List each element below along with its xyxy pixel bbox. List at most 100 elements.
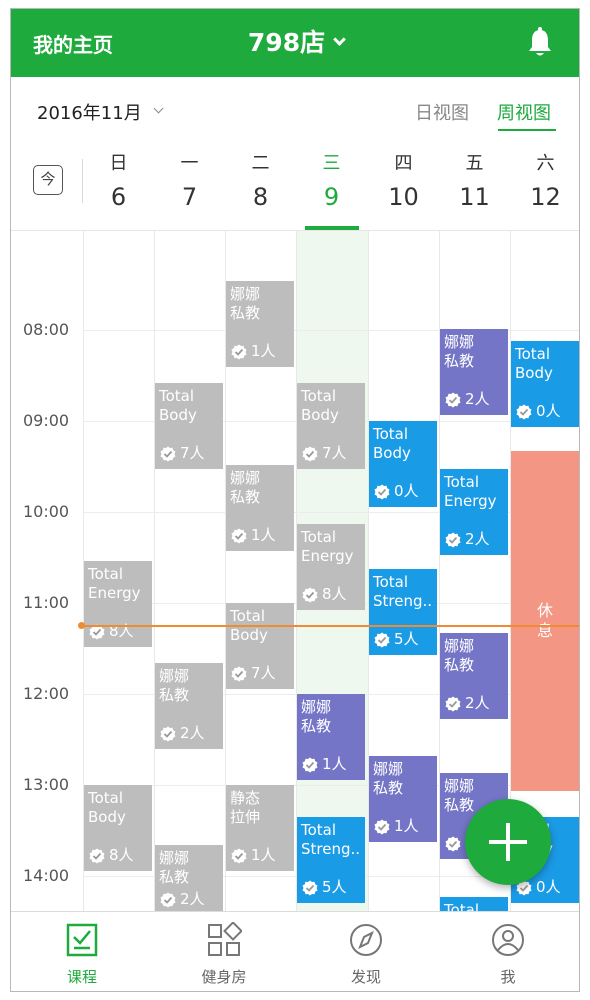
course-card[interactable]: 娜娜 私教 2人 — [155, 845, 223, 911]
verified-check-icon — [445, 532, 461, 548]
top-bar: 我的主页 798店 — [11, 9, 579, 77]
course-title: Total Body — [515, 345, 553, 382]
course-card[interactable]: Total Energy 8人 — [84, 561, 152, 647]
weekday-label: 日 — [109, 153, 128, 174]
attendee-count: 1人 — [231, 342, 276, 361]
day-number: 12 — [530, 183, 561, 211]
hour-line — [83, 785, 579, 786]
course-card[interactable]: Total Streng.. 5人 — [369, 569, 437, 655]
course-card[interactable]: 娜娜 私教 2人 — [440, 329, 508, 415]
attendee-count-text: 1人 — [251, 526, 276, 544]
course-card[interactable]: Total Body 0人 — [511, 341, 579, 427]
attendee-count-text: 0人 — [536, 878, 561, 896]
course-card[interactable]: 娜娜 私教 1人 — [369, 756, 437, 842]
weekday-label: 四 — [394, 153, 413, 174]
course-card[interactable]: 娜娜 私教 1人 — [297, 694, 365, 780]
day-view-tab[interactable]: 日视图 — [415, 103, 469, 124]
attendee-count: 7人 — [302, 444, 347, 463]
verified-check-icon — [89, 848, 105, 864]
nav-item-course[interactable]: 课程 — [11, 912, 153, 991]
course-title: 娜娜 私教 — [159, 849, 190, 886]
course-card[interactable]: Total Body 0人 — [369, 421, 437, 507]
week-view-underline — [498, 129, 556, 131]
nav-item-me[interactable]: 我 — [437, 912, 579, 991]
store-selector[interactable]: 798店 — [11, 23, 579, 59]
weekday-label: 五 — [465, 153, 484, 174]
course-card[interactable]: 娜娜 私教 2人 — [440, 633, 508, 719]
verified-check-icon — [231, 848, 247, 864]
day-number: 8 — [252, 183, 269, 211]
course-card[interactable]: Total Body 7人 — [297, 383, 365, 469]
day-column-header[interactable]: 六 12 — [510, 139, 579, 231]
time-label: 12:00 — [23, 684, 70, 703]
attendee-count: 1人 — [374, 817, 419, 836]
verified-check-icon — [302, 587, 318, 603]
course-title: Total Body — [301, 387, 339, 424]
verified-check-icon — [302, 446, 318, 462]
course-card[interactable]: 娜娜 私教 1人 — [226, 465, 294, 551]
verified-check-icon — [231, 528, 247, 544]
weekday-label: 一 — [180, 153, 199, 174]
course-card[interactable]: Total Body 8人 — [84, 785, 152, 871]
course-title: Total Body — [159, 387, 197, 424]
nav-label: 我 — [500, 968, 516, 986]
day-number: 11 — [459, 183, 490, 211]
app-frame: 我的主页 798店 2016年11月 日视图 周视图 今 日 6 一 7 二 8 三 9 四 10… — [10, 8, 580, 992]
verified-check-icon — [160, 446, 176, 462]
attendee-count-text: 8人 — [109, 846, 134, 864]
weekday-label: 六 — [536, 153, 555, 174]
day-number: 6 — [110, 183, 127, 211]
verified-check-icon — [302, 757, 318, 773]
verified-check-icon — [374, 819, 390, 835]
today-button[interactable]: 今 — [33, 165, 63, 195]
day-number: 7 — [181, 183, 198, 211]
course-title: Total Body — [230, 607, 268, 644]
attendee-count: 0人 — [516, 402, 561, 421]
bell-icon[interactable] — [525, 27, 555, 59]
grid-column-line — [225, 231, 226, 911]
day-header-row: 今 日 6 一 7 二 8 三 9 四 10 五 11 六 12 — [11, 139, 579, 231]
add-course-button[interactable] — [465, 799, 551, 885]
course-card[interactable]: Total Energy 2人 — [440, 469, 508, 555]
attendee-count: 1人 — [231, 526, 276, 545]
attendee-count: 2人 — [445, 390, 490, 409]
attendee-count: 7人 — [231, 664, 276, 683]
current-time-line — [81, 625, 579, 627]
attendee-count-text: 1人 — [251, 342, 276, 360]
course-card[interactable]: 娜娜 私教 2人 — [155, 663, 223, 749]
day-column-header[interactable]: 四 10 — [368, 139, 439, 231]
attendee-count-text: 7人 — [322, 444, 347, 462]
course-card[interactable]: 静态 拉伸 1人 — [226, 785, 294, 871]
course-card[interactable]: Total — [440, 897, 508, 911]
attendee-count-text: 2人 — [465, 530, 490, 548]
course-card[interactable]: Total Streng.. 5人 — [297, 817, 365, 903]
attendee-count: 2人 — [445, 530, 490, 549]
week-view-tab[interactable]: 周视图 — [497, 103, 551, 124]
grid-column-line — [154, 231, 155, 911]
nav-item-discover[interactable]: 发现 — [295, 912, 437, 991]
compass-icon — [350, 924, 382, 956]
week-schedule-grid[interactable]: 08:00 09:00 10:00 11:00 12:00 13:00 14:00 Tota… — [11, 231, 579, 911]
course-card[interactable]: Total Body 7人 — [226, 603, 294, 689]
course-card[interactable]: Total Body 7人 — [155, 383, 223, 469]
day-column-header[interactable]: 五 11 — [439, 139, 510, 231]
attendee-count: 8人 — [89, 846, 134, 865]
month-selector[interactable]: 2016年11月 — [37, 103, 142, 124]
course-card[interactable]: Total Energy 8人 — [297, 524, 365, 610]
rest-block[interactable]: 休 息 — [511, 451, 579, 791]
chevron-down-icon[interactable] — [153, 103, 164, 114]
nav-item-gym[interactable]: 健身房 — [153, 912, 295, 991]
attendee-count-text: 7人 — [251, 664, 276, 682]
course-title: Total Body — [88, 789, 126, 826]
course-card[interactable]: 娜娜 私教 1人 — [226, 281, 294, 367]
attendee-count-text: 1人 — [322, 755, 347, 773]
verified-check-icon — [445, 836, 461, 852]
grid-column-line — [296, 231, 297, 911]
attendee-count-text: 1人 — [251, 846, 276, 864]
attendee-count-text: 2人 — [180, 724, 205, 742]
attendee-count: 5人 — [302, 878, 347, 897]
